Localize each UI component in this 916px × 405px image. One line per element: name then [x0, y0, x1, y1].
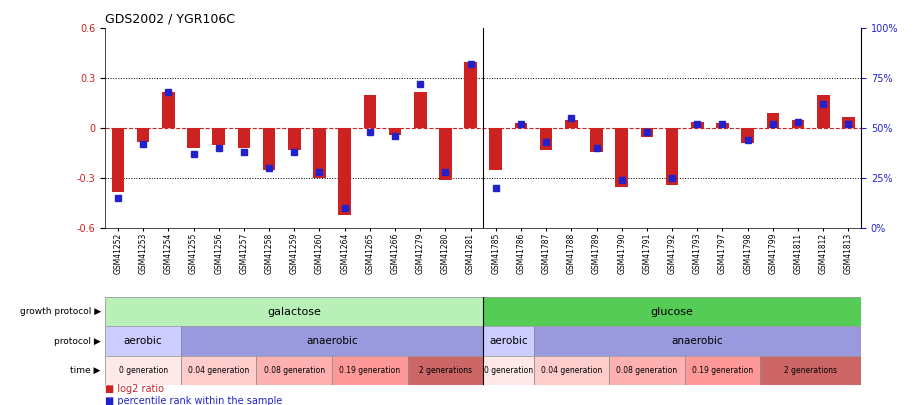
Text: 0.08 generation: 0.08 generation: [616, 366, 678, 375]
Bar: [767, 113, 780, 128]
Bar: [263, 128, 276, 170]
Bar: [105, 297, 483, 326]
Bar: [590, 128, 603, 152]
Text: 0.08 generation: 0.08 generation: [264, 366, 325, 375]
Bar: [136, 128, 149, 142]
Bar: [640, 128, 653, 137]
Bar: [162, 92, 175, 128]
Bar: [484, 356, 533, 385]
Text: 0 generation: 0 generation: [118, 366, 168, 375]
Bar: [187, 128, 200, 148]
Text: anaerobic: anaerobic: [671, 336, 723, 346]
Bar: [760, 356, 861, 385]
Bar: [791, 120, 804, 128]
Bar: [464, 62, 477, 128]
Bar: [817, 95, 830, 128]
Text: growth protocol ▶: growth protocol ▶: [19, 307, 101, 316]
Text: aerobic: aerobic: [124, 336, 162, 346]
Bar: [842, 117, 855, 128]
Text: time ▶: time ▶: [71, 366, 101, 375]
Text: 0.04 generation: 0.04 generation: [540, 366, 602, 375]
Text: anaerobic: anaerobic: [306, 336, 358, 346]
Text: GDS2002 / YGR106C: GDS2002 / YGR106C: [105, 13, 235, 26]
Bar: [332, 356, 408, 385]
Bar: [716, 124, 729, 128]
Text: 2 generations: 2 generations: [784, 366, 837, 375]
Bar: [685, 356, 760, 385]
Bar: [105, 326, 180, 356]
Bar: [313, 128, 326, 178]
Text: aerobic: aerobic: [489, 336, 528, 346]
Bar: [237, 128, 250, 148]
Text: ■ percentile rank within the sample: ■ percentile rank within the sample: [105, 396, 283, 405]
Bar: [533, 356, 609, 385]
Bar: [741, 128, 754, 143]
Text: 0.19 generation: 0.19 generation: [692, 366, 753, 375]
Bar: [364, 95, 376, 128]
Text: protocol ▶: protocol ▶: [54, 337, 101, 345]
Bar: [256, 356, 332, 385]
Bar: [540, 128, 552, 150]
Bar: [691, 122, 703, 128]
Text: 0.04 generation: 0.04 generation: [188, 366, 249, 375]
Bar: [180, 356, 256, 385]
Bar: [616, 128, 628, 187]
Bar: [484, 297, 861, 326]
Text: ■ log2 ratio: ■ log2 ratio: [105, 384, 164, 394]
Bar: [533, 326, 861, 356]
Bar: [565, 120, 578, 128]
Bar: [666, 128, 679, 185]
Text: galactose: galactose: [267, 307, 322, 317]
Text: 0.19 generation: 0.19 generation: [339, 366, 400, 375]
Bar: [489, 128, 502, 170]
Bar: [288, 128, 300, 150]
Bar: [484, 326, 533, 356]
Bar: [213, 128, 225, 145]
Bar: [388, 128, 401, 135]
Text: 0 generation: 0 generation: [484, 366, 533, 375]
Bar: [414, 92, 427, 128]
Bar: [338, 128, 351, 215]
Text: 2 generations: 2 generations: [419, 366, 472, 375]
Bar: [180, 326, 483, 356]
Bar: [515, 124, 528, 128]
Bar: [609, 356, 684, 385]
Bar: [105, 356, 180, 385]
Text: glucose: glucose: [650, 307, 693, 317]
Bar: [408, 356, 483, 385]
Bar: [439, 128, 452, 180]
Bar: [112, 128, 125, 192]
